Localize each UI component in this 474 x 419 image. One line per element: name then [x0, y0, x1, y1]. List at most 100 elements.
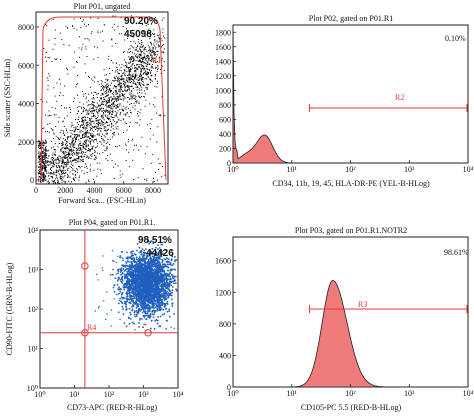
p01-point: [136, 56, 138, 58]
p01-point: [59, 160, 61, 162]
p01-point: [159, 69, 161, 71]
p01-point: [111, 159, 113, 161]
p01-point: [118, 76, 120, 78]
p01-point: [116, 122, 118, 124]
p04-point: [151, 260, 153, 262]
p01-point: [102, 93, 104, 95]
p01-point: [73, 28, 75, 30]
p01-point: [81, 125, 83, 126]
p01-point: [158, 114, 160, 116]
p01-point: [77, 94, 78, 96]
p01-y-tick-label: 0: [30, 176, 34, 185]
p01-point: [130, 75, 132, 77]
p01-point: [117, 117, 119, 119]
p01-point: [59, 92, 61, 94]
p01-point: [74, 134, 76, 135]
p01-point: [44, 165, 45, 167]
p04-point: [121, 305, 124, 308]
p01-point: [79, 143, 81, 145]
p01-point: [145, 72, 147, 74]
p01-point: [84, 118, 86, 120]
p01-point: [139, 47, 141, 49]
p01-point: [64, 157, 66, 159]
p01-point: [104, 98, 106, 100]
p01-point: [106, 80, 108, 82]
p01-point: [128, 71, 130, 73]
p01-point: [134, 83, 136, 85]
p01-point: [123, 84, 125, 86]
p01-point: [80, 129, 82, 131]
p01-point: [65, 128, 67, 130]
p02-y-tick-label: 0: [227, 159, 231, 168]
p01-point: [53, 182, 55, 184]
p01-point: [134, 60, 136, 62]
p01-point: [96, 120, 98, 122]
p04-point: [145, 248, 147, 250]
p01-point: [125, 79, 127, 81]
p01-point: [156, 86, 158, 88]
p01-point: [91, 136, 93, 138]
p01-point: [140, 145, 142, 147]
p01-point: [82, 161, 84, 163]
p01-point: [119, 144, 121, 146]
p01-point: [38, 176, 40, 178]
p04-point: [131, 262, 134, 265]
p01-point: [86, 155, 88, 157]
p01-point: [122, 26, 124, 27]
p01-point: [86, 144, 88, 146]
p01-point: [76, 107, 78, 109]
p01-point: [145, 99, 147, 101]
p01-point: [73, 127, 75, 128]
p01-point: [140, 53, 142, 55]
p01-point: [61, 174, 63, 176]
p01-point: [121, 77, 123, 79]
p01-point: [148, 58, 150, 60]
p01-point: [106, 94, 108, 96]
p01-point: [45, 161, 47, 163]
p01-point: [153, 177, 154, 179]
p01-point: [109, 88, 111, 90]
p01-point: [58, 160, 60, 162]
p01-point: [113, 116, 115, 118]
p01-point: [110, 106, 112, 108]
p01-point: [82, 137, 84, 139]
p01-point: [89, 118, 90, 120]
p01-point: [55, 59, 57, 61]
p01-point: [141, 46, 143, 48]
p01-point: [140, 57, 142, 59]
p01-point: [149, 128, 151, 129]
p01-point: [108, 117, 110, 119]
p04-point: [130, 251, 133, 253]
p01-point: [140, 51, 142, 53]
p04-point: [148, 267, 151, 270]
p01-point: [127, 86, 129, 88]
p01-point: [118, 69, 120, 71]
p01-point: [43, 48, 45, 49]
p04-point: [147, 303, 149, 306]
p01-point: [139, 76, 141, 78]
p02-y-tick-label: 200: [219, 144, 231, 153]
p01-point: [102, 138, 104, 140]
p01-point: [56, 58, 58, 60]
p01-point: [43, 177, 45, 179]
p04-point: [128, 272, 131, 275]
p01-point: [83, 108, 85, 110]
p01-point: [96, 134, 98, 136]
p01-point: [147, 23, 149, 25]
p01-point: [139, 72, 141, 74]
p04-point: [118, 277, 121, 279]
p01-point: [48, 73, 50, 75]
p04-point: [125, 269, 127, 271]
p04-point: [146, 240, 149, 243]
p01-point: [142, 77, 144, 78]
p01-point: [53, 114, 55, 116]
p01-point: [141, 81, 143, 82]
p04-point: [145, 318, 148, 320]
p04-point: [159, 262, 161, 265]
p01-point: [123, 96, 125, 97]
p01-point: [104, 93, 106, 95]
p01-point: [132, 95, 134, 97]
p01-point: [45, 23, 47, 25]
p01-point: [125, 90, 127, 92]
p01-point: [140, 43, 142, 45]
